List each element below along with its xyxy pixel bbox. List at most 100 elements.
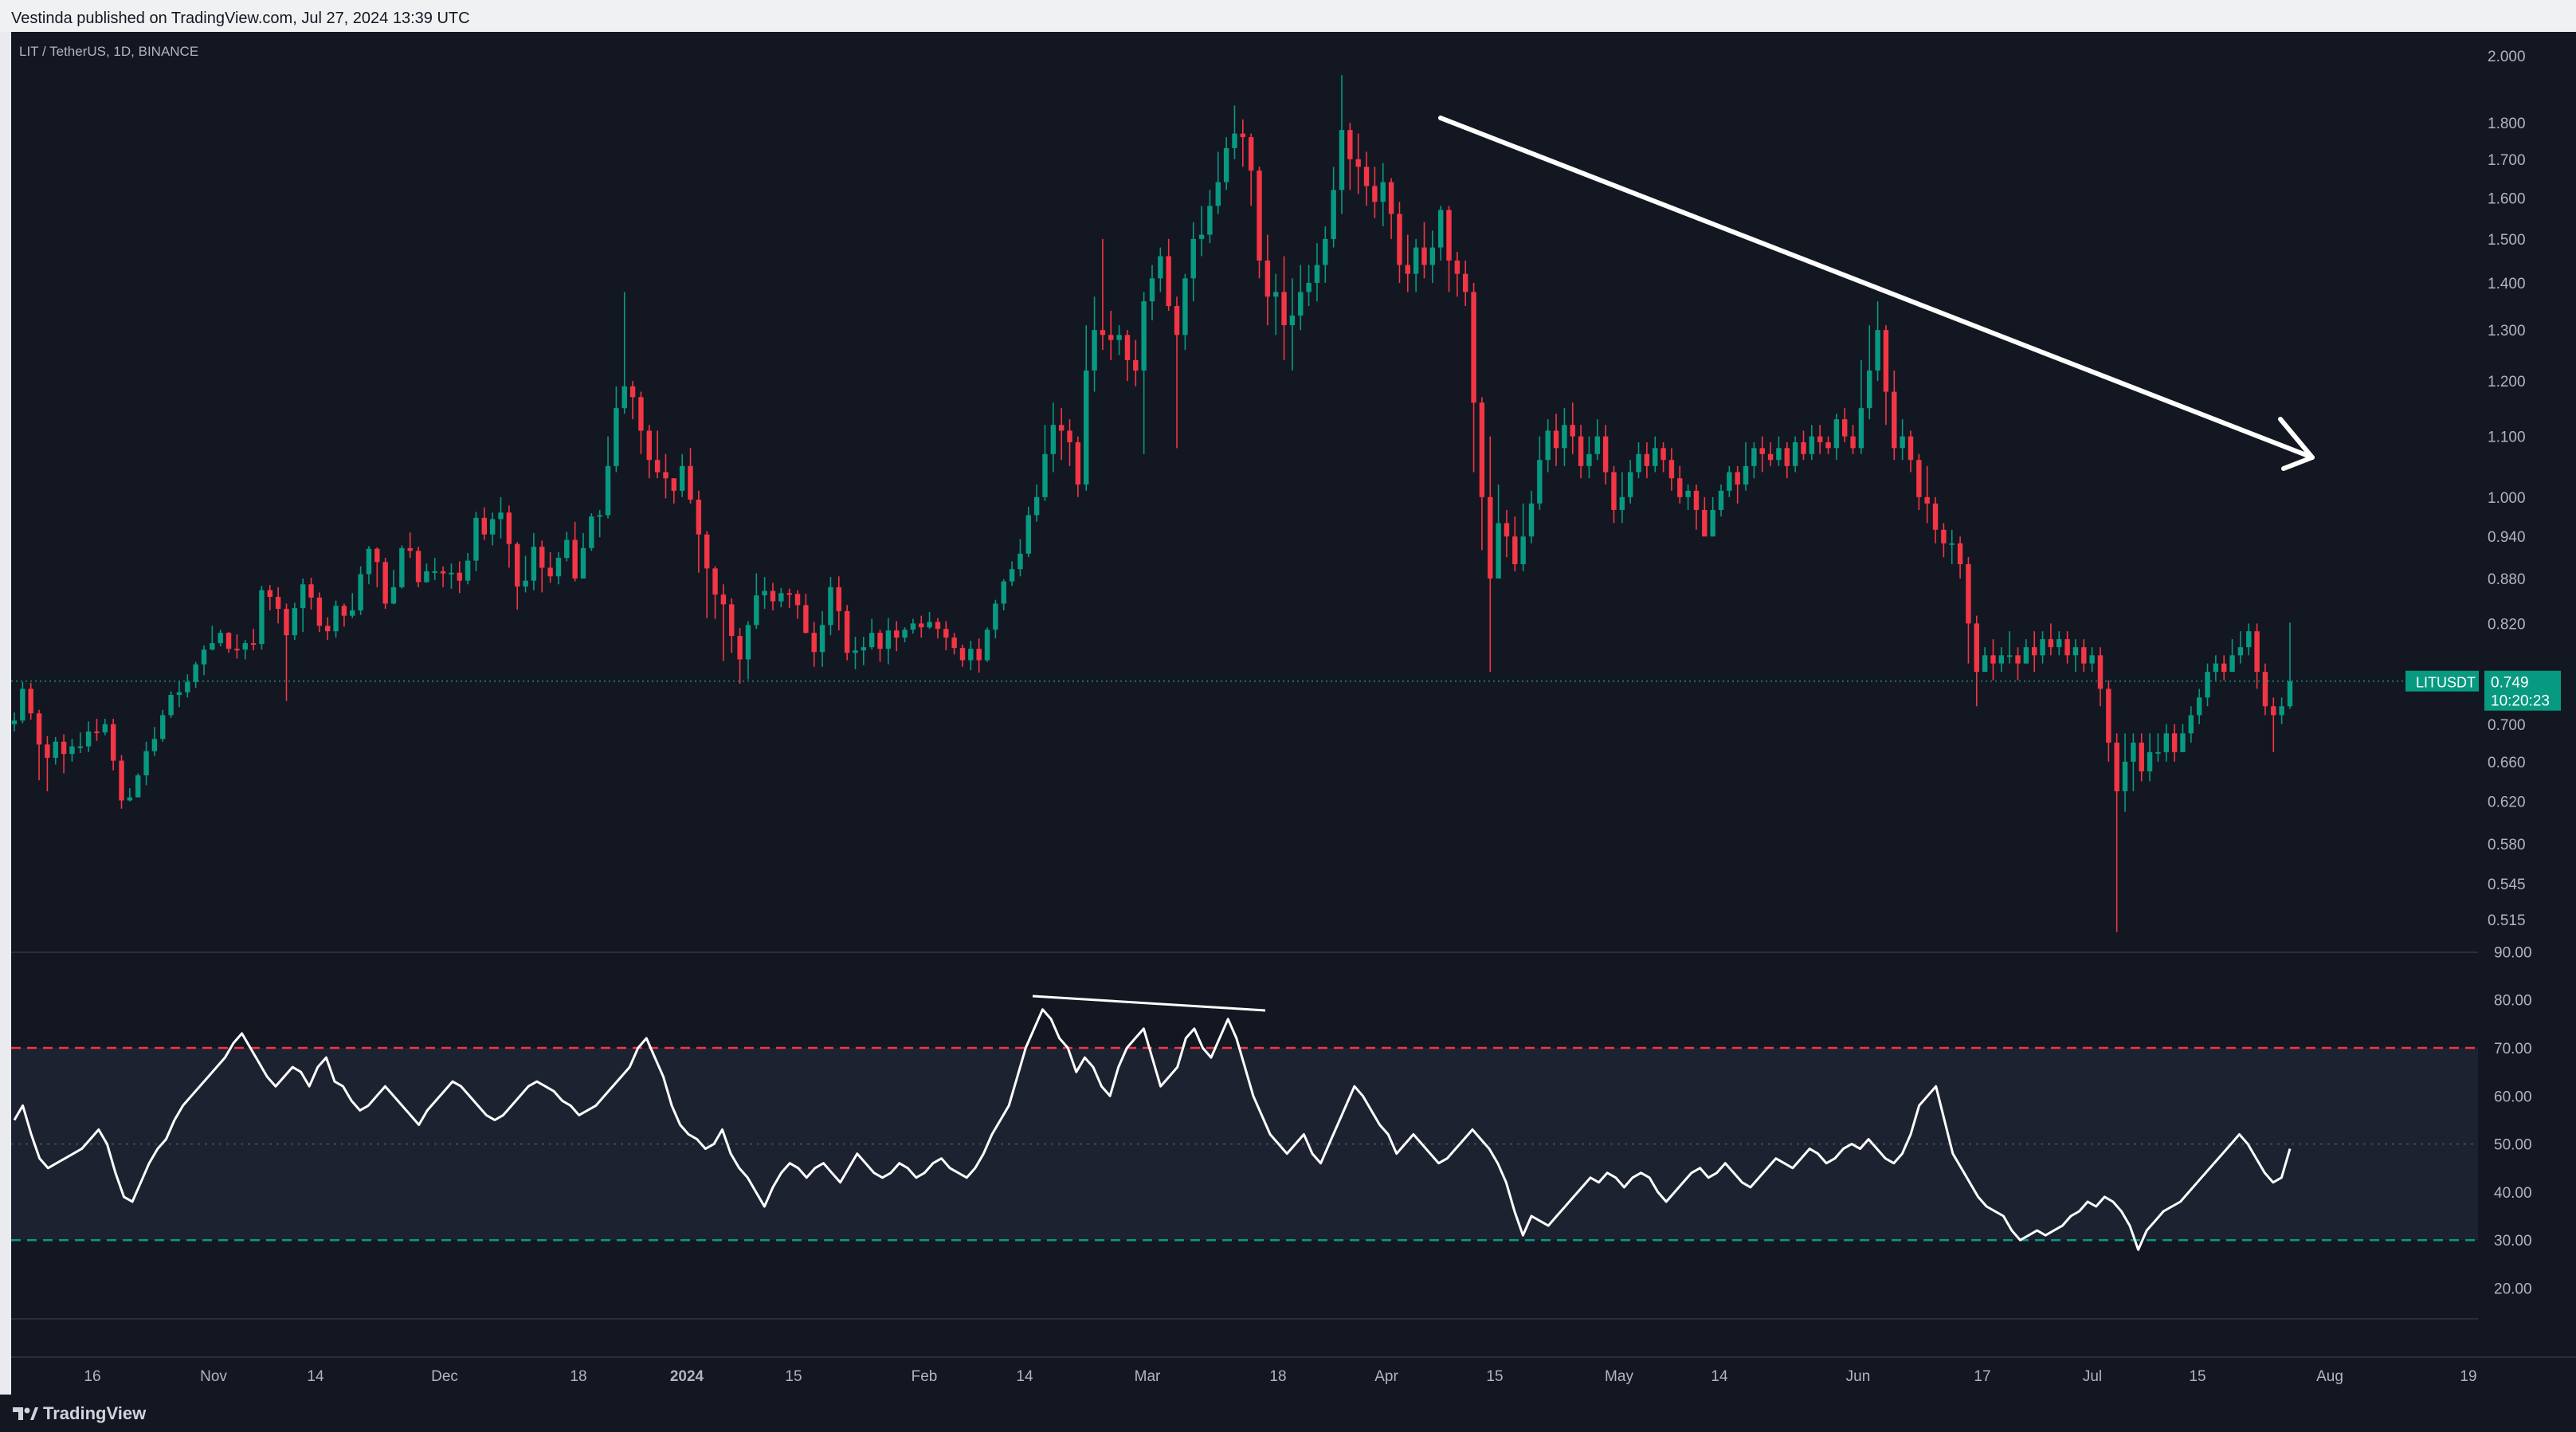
- candle: [910, 618, 916, 634]
- candle: [465, 552, 471, 585]
- time-tick: Mar: [1135, 1368, 1161, 1385]
- candle-body: [2213, 663, 2219, 673]
- candle-body: [259, 590, 265, 645]
- candle-body: [547, 567, 553, 577]
- candle-body: [1668, 460, 1675, 479]
- candle: [366, 546, 372, 585]
- candle-body: [1545, 430, 1551, 461]
- candle-body: [1331, 190, 1336, 239]
- candle-body: [2015, 655, 2021, 664]
- candle: [1033, 484, 1040, 522]
- candle-body: [1602, 436, 1609, 473]
- price-tick: 1.300: [2488, 323, 2526, 339]
- candle-body: [1174, 306, 1180, 335]
- candle: [1454, 251, 1461, 297]
- candle-body: [1586, 453, 1592, 466]
- candle-body: [1990, 655, 1996, 664]
- time-tick: May: [1605, 1368, 1633, 1385]
- candle-body: [1611, 472, 1617, 510]
- candle-body: [1380, 182, 1386, 202]
- candle-body: [110, 724, 116, 761]
- candle-body: [185, 681, 190, 692]
- candle: [234, 634, 240, 659]
- candle-body: [2114, 742, 2119, 791]
- candle: [1124, 330, 1131, 382]
- candle: [737, 628, 743, 684]
- time-tick: Apr: [1374, 1368, 1398, 1385]
- candle: [61, 734, 67, 774]
- candle-body: [1504, 523, 1510, 537]
- price-tag-countdown: 10:20:23: [2491, 693, 2550, 710]
- candle: [679, 453, 685, 497]
- candle: [481, 507, 488, 540]
- candle-body: [555, 558, 562, 577]
- candle: [1875, 301, 1880, 382]
- candle: [778, 587, 784, 608]
- candle-body: [1281, 292, 1287, 326]
- candle: [77, 732, 83, 753]
- candle-body: [85, 731, 92, 747]
- candle-body: [325, 626, 331, 632]
- candle: [1660, 441, 1666, 473]
- candle-body: [1858, 408, 1864, 449]
- candle: [894, 621, 900, 652]
- candle-body: [119, 760, 124, 801]
- candle: [1273, 273, 1279, 335]
- candle-body: [1833, 419, 1840, 449]
- candle-body: [2097, 655, 2104, 689]
- candle-body: [1264, 260, 1271, 297]
- time-tick: 18: [570, 1368, 586, 1385]
- candle: [489, 512, 496, 546]
- candle: [176, 681, 182, 708]
- candle-body: [45, 744, 50, 758]
- trend-arrow-shaft: [1438, 116, 2315, 460]
- candle-body: [819, 625, 825, 653]
- candle: [2040, 631, 2045, 664]
- candle: [1050, 402, 1057, 473]
- candle: [1058, 408, 1065, 461]
- candle-body: [2188, 715, 2194, 734]
- candle: [877, 630, 883, 662]
- candle-body: [135, 775, 141, 798]
- candle-body: [1339, 130, 1345, 190]
- candle: [1001, 579, 1006, 610]
- candle: [1545, 419, 1551, 473]
- candle: [1182, 273, 1188, 351]
- candle: [1248, 133, 1254, 206]
- candle-body: [1257, 171, 1262, 261]
- candle-body: [250, 643, 257, 645]
- candle: [242, 640, 248, 660]
- candle: [1331, 167, 1336, 248]
- candle-body: [457, 572, 462, 581]
- candle: [1198, 206, 1205, 257]
- candle: [432, 558, 437, 580]
- candle-body: [350, 610, 355, 616]
- candle: [1042, 425, 1048, 501]
- candle-body: [432, 571, 437, 573]
- candle-body: [959, 648, 966, 661]
- candle: [1957, 536, 1963, 579]
- candle: [1809, 425, 1815, 461]
- candle: [1084, 325, 1089, 491]
- candle: [1223, 137, 1229, 190]
- candle: [2279, 697, 2284, 724]
- candle-body: [2205, 672, 2210, 698]
- candle-body: [218, 633, 223, 644]
- candle-body: [1784, 448, 1790, 466]
- candle-body: [1306, 282, 1312, 292]
- candle: [2163, 724, 2169, 762]
- footer-bar: TradingView: [0, 1395, 2576, 1432]
- candle-body: [2262, 672, 2268, 707]
- candle: [993, 599, 998, 639]
- candle-body: [489, 519, 496, 535]
- candle-body: [1067, 430, 1072, 442]
- time-tick: Dec: [431, 1368, 458, 1385]
- candle-body: [1050, 425, 1057, 454]
- candle: [2246, 623, 2252, 656]
- candle: [1932, 496, 1939, 543]
- candle: [193, 661, 198, 689]
- candle: [2114, 733, 2119, 932]
- candle-body: [1413, 247, 1419, 274]
- candle-body: [1710, 509, 1715, 537]
